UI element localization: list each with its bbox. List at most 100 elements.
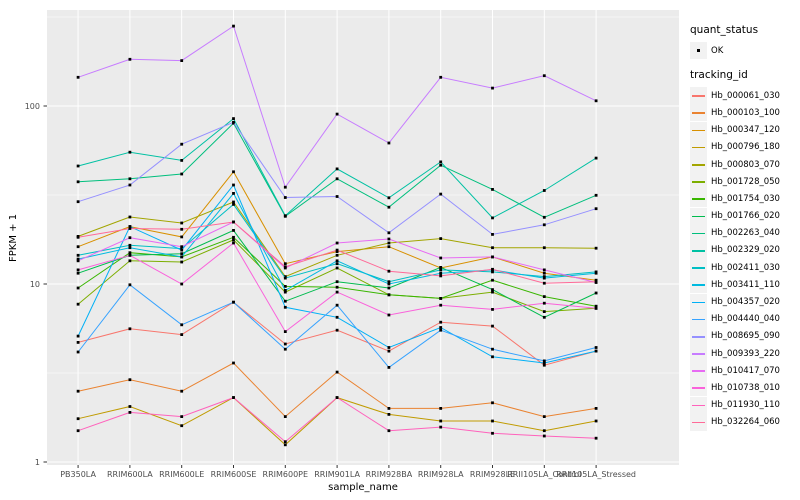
data-point [128,177,132,181]
series-color-swatch [692,112,705,115]
data-point [387,269,391,273]
data-point [439,274,443,278]
legend-key-line-icon [690,276,707,294]
data-point [491,290,494,294]
data-point [232,120,235,124]
panel-background [47,10,679,465]
data-point [594,280,598,284]
legend-item-Hb_032264_060[interactable]: Hb_032264_060 [690,413,800,431]
data-point [180,235,184,239]
legend-item-Hb_001766_020[interactable]: Hb_001766_020 [690,207,800,225]
data-point [335,248,339,252]
data-point [491,278,494,282]
data-point [76,302,80,306]
data-point [542,189,546,192]
legend-item-Hb_002411_030[interactable]: Hb_002411_030 [690,259,800,277]
legend-item-Hb_008695_090[interactable]: Hb_008695_090 [690,327,800,345]
legend-item-label: Hb_002411_030 [711,262,780,273]
legend-item-label: Hb_001754_030 [711,193,780,204]
legend-item-label: Hb_000803_070 [711,159,780,170]
x-axis-title: sample_name [328,482,398,493]
legend-item-Hb_010738_010[interactable]: Hb_010738_010 [690,379,800,397]
data-point [491,270,494,274]
series-color-swatch [692,129,705,132]
data-point [335,315,339,319]
data-point [387,413,391,416]
data-point [283,290,287,294]
data-point [128,283,132,287]
data-point [387,196,391,200]
data-point [180,424,184,428]
data-point [542,223,546,227]
legend-item-Hb_001754_030[interactable]: Hb_001754_030 [690,190,800,208]
data-point [387,407,391,410]
data-point [76,350,80,354]
series-color-swatch [692,249,705,252]
series-color-swatch [692,146,705,149]
data-point [283,285,287,288]
legend-key-line-icon [690,396,707,414]
data-point [128,411,132,414]
data-point [180,227,184,231]
data-point [283,185,287,189]
legend-item-Hb_004357_020[interactable]: Hb_004357_020 [690,293,800,311]
data-point [439,237,443,240]
data-point [335,259,339,263]
data-point [594,99,598,103]
data-point [232,117,235,120]
legend-item-Hb_001728_050[interactable]: Hb_001728_050 [690,173,800,191]
series-color-swatch [692,284,705,286]
data-point [491,431,494,435]
series-color-swatch [692,370,705,372]
data-point [542,215,546,219]
x-tick-label: RRIM600SE [210,470,257,479]
data-point [335,177,339,181]
data-point [594,193,598,197]
legend-item-Hb_010417_070[interactable]: Hb_010417_070 [690,362,800,380]
legend-item-Hb_000061_030[interactable]: Hb_000061_030 [690,87,800,105]
data-point [180,255,184,259]
series-color-swatch [692,404,705,407]
data-point [180,159,184,162]
legend-item-Hb_002329_020[interactable]: Hb_002329_020 [690,241,800,259]
data-point [76,245,80,249]
data-point [387,349,391,353]
data-point [594,349,598,353]
data-point [128,259,132,263]
data-point [128,57,132,61]
data-point [232,396,235,399]
legend-key-line-icon [690,379,707,397]
data-point [180,333,184,336]
legend-item-Hb_000803_070[interactable]: Hb_000803_070 [690,156,800,174]
data-point [128,243,132,247]
legend-item-Hb_004440_040[interactable]: Hb_004440_040 [690,310,800,328]
data-point [594,304,598,308]
legend-item-Hb_002263_040[interactable]: Hb_002263_040 [690,224,800,242]
legend-item-Hb_011930_110[interactable]: Hb_011930_110 [690,396,800,414]
point-marker-icon [697,49,700,53]
data-point [542,434,546,438]
legend-item-Hb_000796_180[interactable]: Hb_000796_180 [690,138,800,156]
series-color-swatch [692,387,705,390]
legend-item-label: Hb_000061_030 [711,90,780,101]
legend: quant_status OK tracking_id Hb_000061_03… [690,24,800,441]
data-point [335,370,339,374]
x-tick-label: RRIM901LA [314,470,360,479]
legend-item-Hb_000103_100[interactable]: Hb_000103_100 [690,104,800,122]
series-color-swatch [692,95,705,97]
legend-item-ok[interactable]: OK [690,42,800,60]
legend-item-Hb_009393_220[interactable]: Hb_009393_220 [690,345,800,363]
legend-item-Hb_000347_120[interactable]: Hb_000347_120 [690,121,800,139]
data-point [232,183,235,187]
data-point [180,389,184,393]
data-point [387,241,391,245]
data-point [283,443,287,447]
series-color-swatch [692,421,705,424]
data-point [76,164,80,168]
legend-item-Hb_003411_110[interactable]: Hb_003411_110 [690,276,800,294]
data-point [335,396,339,399]
data-point [594,278,598,282]
data-point [180,323,184,327]
